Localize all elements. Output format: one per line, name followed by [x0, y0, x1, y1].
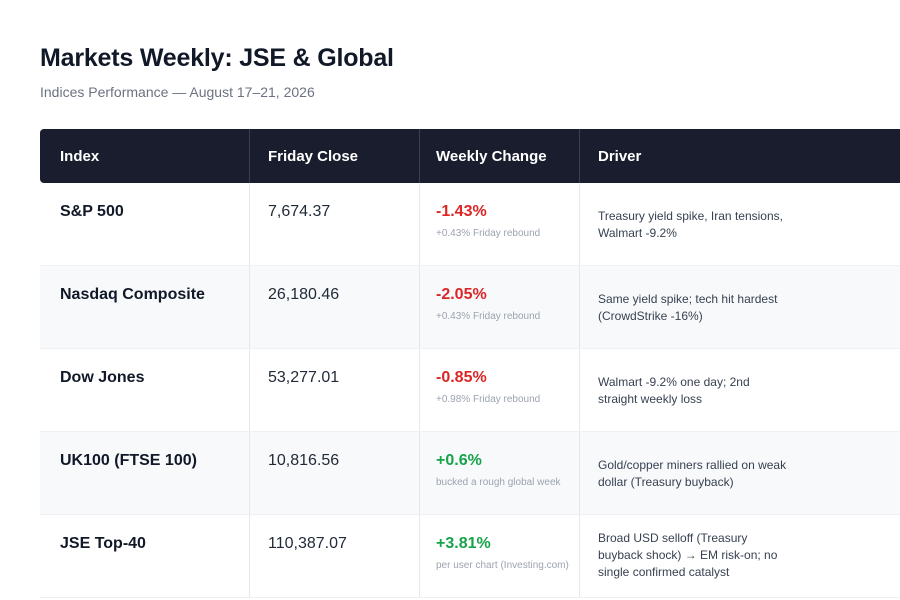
change-note: +0.43% Friday rebound: [436, 228, 541, 239]
friday-close: 7,674.37: [268, 203, 331, 220]
driver-cell: Walmart -9.2% one day; 2nd straight week…: [580, 349, 900, 431]
weekly-change: +3.81%: [436, 535, 491, 552]
weekly-change: -0.85%: [436, 369, 487, 386]
page-subtitle: Indices Performance — August 17–21, 2026: [40, 84, 315, 100]
change-cell: +0.6% bucked a rough global week: [420, 432, 580, 514]
indices-table: Index Friday Close Weekly Change Driver …: [40, 129, 900, 598]
index-cell: Nasdaq Composite: [40, 266, 250, 348]
driver-text: Broad USD selloff (Treasury buyback shoc…: [598, 531, 778, 579]
weekly-change: -2.05%: [436, 286, 487, 303]
change-cell: -2.05% +0.43% Friday rebound: [420, 266, 580, 348]
change-cell: +3.81% per user chart (Investing.com): [420, 515, 580, 597]
table-row: JSE Top-40 110,387.07 +3.81% per user ch…: [40, 515, 900, 598]
index-cell: UK100 (FTSE 100): [40, 432, 250, 514]
table-row: Dow Jones 53,277.01 -0.85% +0.98% Friday…: [40, 349, 900, 432]
driver-text: Walmart -9.2% one day; 2nd straight week…: [598, 375, 750, 406]
friday-close: 10,816.56: [268, 452, 340, 469]
column-header-driver: Driver: [598, 148, 642, 165]
friday-close: 26,180.46: [268, 286, 340, 303]
driver-cell: Same yield spike; tech hit hardest (Crow…: [580, 266, 900, 348]
driver-text: Same yield spike; tech hit hardest (Crow…: [598, 292, 778, 323]
index-cell: JSE Top-40: [40, 515, 250, 597]
friday-close: 53,277.01: [268, 369, 340, 386]
close-cell: 7,674.37: [250, 183, 420, 265]
driver-cell: Treasury yield spike, Iran tensions, Wal…: [580, 183, 900, 265]
table-row: UK100 (FTSE 100) 10,816.56 +0.6% bucked …: [40, 432, 900, 515]
index-name: Dow Jones: [60, 369, 145, 386]
driver-text: Treasury yield spike, Iran tensions, Wal…: [598, 209, 783, 240]
change-note: +0.43% Friday rebound: [436, 311, 541, 322]
column-header-change: Weekly Change: [420, 129, 580, 183]
close-cell: 53,277.01: [250, 349, 420, 431]
index-name: S&P 500: [60, 203, 124, 220]
index-cell: Dow Jones: [40, 349, 250, 431]
index-name: UK100 (FTSE 100): [60, 452, 197, 469]
change-cell: -0.85% +0.98% Friday rebound: [420, 349, 580, 431]
index-cell: S&P 500: [40, 183, 250, 265]
weekly-change: -1.43%: [436, 203, 487, 220]
index-name: Nasdaq Composite: [60, 286, 205, 303]
close-cell: 26,180.46: [250, 266, 420, 348]
driver-cell: Gold/copper miners rallied on weak dolla…: [580, 432, 900, 514]
change-note: bucked a rough global week: [436, 477, 561, 488]
change-cell: -1.43% +0.43% Friday rebound: [420, 183, 580, 265]
close-cell: 10,816.56: [250, 432, 420, 514]
change-note: per user chart (Investing.com): [436, 560, 569, 571]
friday-close: 110,387.07: [268, 535, 347, 552]
driver-cell: Broad USD selloff (Treasury buyback shoc…: [580, 515, 900, 597]
close-cell: 110,387.07: [250, 515, 420, 597]
driver-text: Gold/copper miners rallied on weak dolla…: [598, 458, 787, 489]
page-title: Markets Weekly: JSE & Global: [40, 44, 394, 72]
column-header-index: Index: [40, 129, 250, 183]
table-header: Index Friday Close Weekly Change Driver: [40, 129, 900, 183]
weekly-change: +0.6%: [436, 452, 482, 469]
table-row: S&P 500 7,674.37 -1.43% +0.43% Friday re…: [40, 183, 900, 266]
table-row: Nasdaq Composite 26,180.46 -2.05% +0.43%…: [40, 266, 900, 349]
change-note: +0.98% Friday rebound: [436, 394, 541, 405]
index-name: JSE Top-40: [60, 535, 146, 552]
column-header-close: Friday Close: [250, 129, 420, 183]
